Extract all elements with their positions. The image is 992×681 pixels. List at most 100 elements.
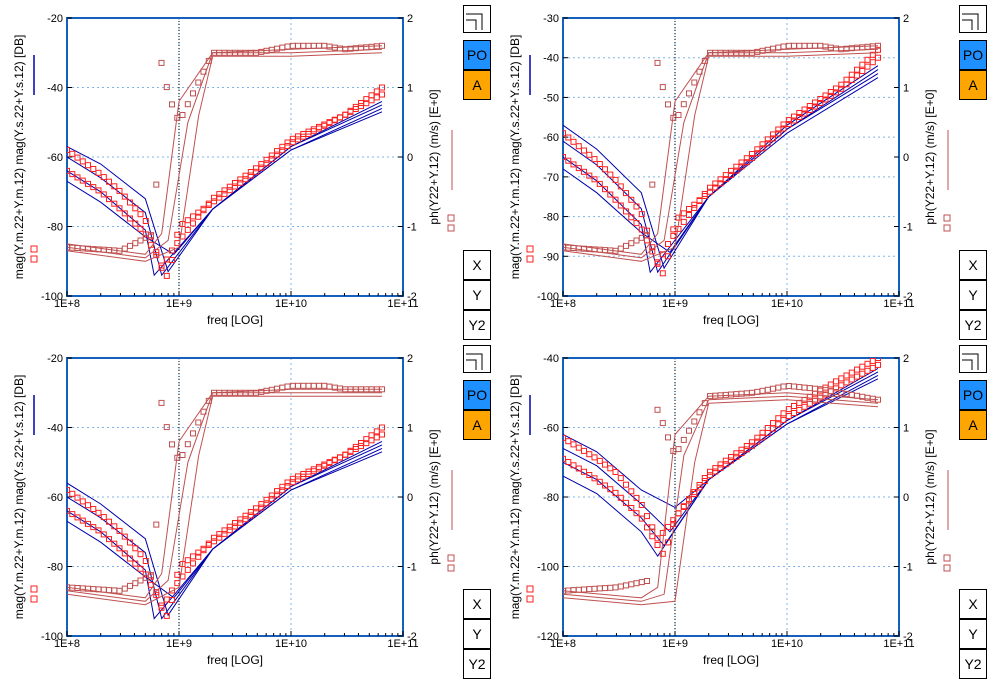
mag-meas-point <box>570 161 577 168</box>
a-button[interactable]: A <box>463 410 491 440</box>
phase-meas-point <box>163 424 170 431</box>
mag-meas-point <box>607 171 614 178</box>
phase-meas-point <box>200 68 207 75</box>
x-axis-button[interactable]: X <box>463 250 491 280</box>
mag-meas-point <box>310 466 317 473</box>
mag-meas-point <box>586 472 593 478</box>
mag-meas-point <box>628 196 635 203</box>
mag-meas-point <box>665 253 671 260</box>
mag-meas-point <box>801 403 808 410</box>
mag-meas-point <box>644 513 650 520</box>
y-axis-button[interactable]: Y <box>959 619 987 649</box>
phase-meas-point <box>111 587 118 594</box>
mag-meas-point <box>127 555 133 562</box>
y2-axis-button[interactable]: Y2 <box>463 649 491 679</box>
mag-meas-point <box>284 483 291 489</box>
y2-tick-label: -2 <box>407 291 417 303</box>
x-tick-label: 1E+10 <box>275 298 307 310</box>
phase-meas-point <box>701 400 708 407</box>
mag-meas-point <box>754 438 761 445</box>
y-axis-button[interactable]: Y <box>463 280 491 310</box>
a-button[interactable]: A <box>959 70 987 100</box>
corner-marker-icon[interactable] <box>959 5 987 33</box>
x-axis-button[interactable]: X <box>463 589 491 619</box>
mag-meas-point <box>153 252 160 259</box>
mag-meas-point <box>570 462 577 469</box>
po-button[interactable]: PO <box>959 40 987 70</box>
mag-meas-point <box>137 551 144 558</box>
mag-meas-point <box>310 468 317 475</box>
y2-axis-button[interactable]: Y2 <box>959 310 987 340</box>
a-button[interactable]: A <box>463 70 491 100</box>
phase-meas-point <box>686 427 692 434</box>
mag-meas-point <box>665 539 671 546</box>
y-legend-marker <box>30 595 38 603</box>
corner-marker-icon[interactable] <box>959 345 987 373</box>
phase-meas-point <box>158 399 165 406</box>
corner-marker-icon[interactable] <box>463 5 491 33</box>
phase-meas-point <box>153 181 160 188</box>
y2-axis-label: ph(Y22+Y.12) (m/s) [E+0] <box>923 429 937 564</box>
mag-meas-point <box>232 180 238 186</box>
x-tick-label: 1E+8 <box>54 638 80 650</box>
phase-meas-point <box>775 384 782 391</box>
y-legend-marker <box>30 245 38 253</box>
y-axis-label: mag(Y.m.22+Y.m.12) mag(Y.s.22+Y.s.12) [D… <box>508 35 522 280</box>
mag-meas-point <box>586 451 593 458</box>
mag-meas-point <box>791 403 797 409</box>
x-axis-button[interactable]: X <box>959 250 987 280</box>
mag-meas-point <box>596 161 603 167</box>
phase-meas-point <box>326 383 333 390</box>
mag-meas-point <box>612 489 619 496</box>
mag-meas-point <box>373 434 380 441</box>
mag-meas-point <box>379 431 385 438</box>
mag-meas-point <box>211 534 217 541</box>
mag-meas-point <box>638 502 645 508</box>
corner-marker-icon[interactable] <box>463 345 491 373</box>
mag-model-line <box>563 378 879 557</box>
mag-meas-point <box>728 457 734 464</box>
mag-meas-point <box>728 454 734 460</box>
mag-meas-point <box>738 450 745 457</box>
mag-meas-point <box>575 465 582 472</box>
y2-axis-button[interactable]: Y2 <box>463 310 491 340</box>
y-axis-button[interactable]: Y <box>463 619 491 649</box>
phase-model-line <box>67 48 383 259</box>
y2-axis-button[interactable]: Y2 <box>959 649 987 679</box>
mag-meas-point <box>575 165 582 172</box>
mag-meas-point <box>232 523 238 530</box>
x-axis-button[interactable]: X <box>959 589 987 619</box>
mag-meas-point <box>69 490 76 497</box>
mag-meas-point <box>848 76 855 83</box>
mag-meas-point <box>565 134 572 141</box>
mag-meas-point <box>85 162 91 169</box>
mag-meas-point <box>633 494 640 501</box>
mag-meas-point <box>379 424 385 431</box>
y-axis-button[interactable]: Y <box>959 280 987 310</box>
mag-meas-point <box>216 194 223 201</box>
mag-meas-point <box>654 542 661 548</box>
mag-meas-point <box>638 515 645 522</box>
phase-meas-point <box>796 42 803 49</box>
mag-meas-point <box>628 488 635 495</box>
y2-tick-label: -1 <box>903 562 913 574</box>
phase-meas-point <box>337 45 343 52</box>
x-tick-label: 1E+9 <box>166 298 192 310</box>
mag-meas-point <box>791 117 797 124</box>
mag-meas-point <box>822 96 829 103</box>
mag-meas-point <box>200 207 207 214</box>
y2-tick-label: 0 <box>407 492 413 504</box>
po-button[interactable]: PO <box>463 380 491 410</box>
po-button[interactable]: PO <box>959 380 987 410</box>
phase-meas-point <box>791 42 797 49</box>
a-button[interactable]: A <box>959 410 987 440</box>
phase-meas-point <box>607 584 614 591</box>
mag-meas-point <box>680 210 687 217</box>
phase-meas-point <box>586 586 593 593</box>
mag-meas-point <box>749 442 755 449</box>
y-tick-label: -90 <box>543 251 559 263</box>
mag-meas-point <box>607 191 614 198</box>
po-button[interactable]: PO <box>463 40 491 70</box>
mag-meas-point <box>316 123 322 130</box>
phase-meas-point <box>675 112 682 118</box>
